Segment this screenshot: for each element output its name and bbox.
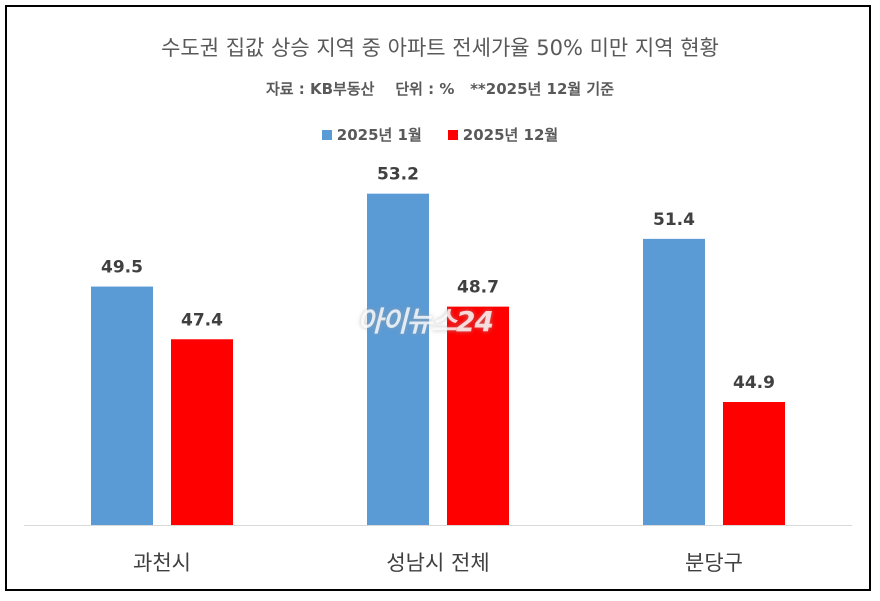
data-label-0-0: 49.5 xyxy=(101,258,143,278)
data-label-0-1: 47.4 xyxy=(181,310,223,330)
bar-2-1 xyxy=(723,402,785,525)
data-label-2-0: 51.4 xyxy=(653,210,695,230)
bar-1-0 xyxy=(367,193,429,525)
data-label-1-0: 53.2 xyxy=(377,165,419,185)
data-label-2-1: 44.9 xyxy=(733,373,775,393)
legend: 2025년 1월 2025년 12월 xyxy=(0,124,880,145)
chart-title: 수도권 집값 상승 지역 중 아파트 전세가율 50% 미만 지역 현황 xyxy=(161,36,719,60)
category-label-0: 과천시 xyxy=(133,551,191,575)
category-label-2: 분당구 xyxy=(685,551,743,575)
bar-2-0 xyxy=(643,238,705,526)
legend-item-dec: 2025년 12월 xyxy=(447,124,559,145)
data-label-1-1: 48.7 xyxy=(457,278,499,298)
bar-0-1 xyxy=(171,339,233,525)
legend-swatch-dec xyxy=(447,129,458,140)
chart-frame xyxy=(5,5,871,591)
legend-item-jan: 2025년 1월 xyxy=(321,124,422,145)
legend-label-dec: 2025년 12월 xyxy=(462,126,559,144)
bar-1-1 xyxy=(447,306,509,525)
chart-subtitle: 자료 : KB부동산 단위 : % **2025년 12월 기준 xyxy=(265,80,615,98)
category-label-1: 성남시 전체 xyxy=(386,551,489,575)
legend-swatch-jan xyxy=(321,129,332,140)
bar-0-0 xyxy=(91,286,153,525)
watermark-logo: 아이뉴스24 xyxy=(357,305,494,338)
legend-label-jan: 2025년 1월 xyxy=(336,126,422,144)
